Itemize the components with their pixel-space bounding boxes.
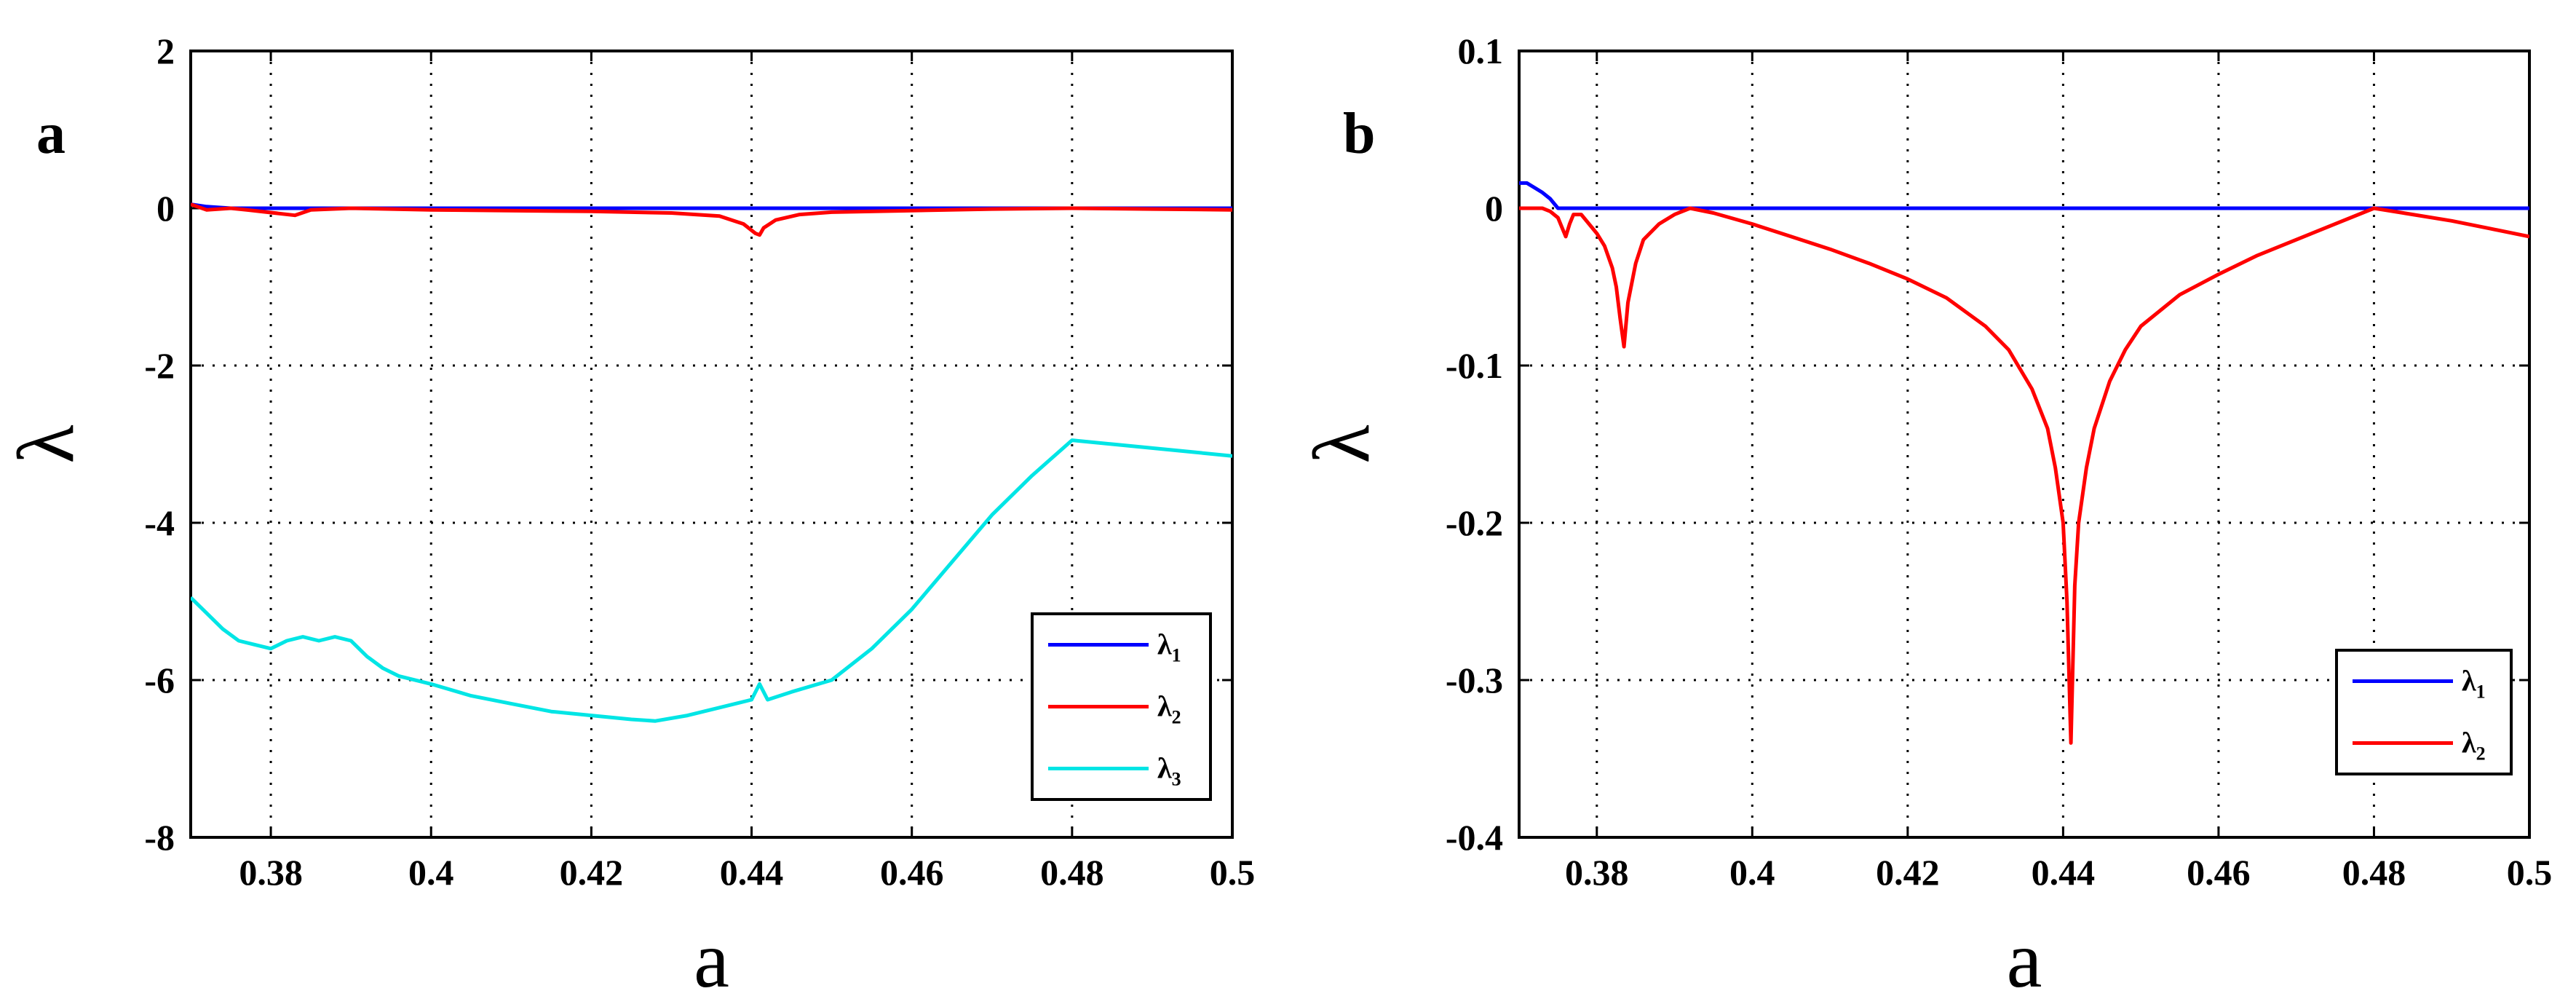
b-x-tick-label: 0.46	[2187, 852, 2251, 893]
a-x-tick-label: 0.5	[1210, 852, 1256, 893]
b-x-tick-label: 0.42	[1876, 852, 1940, 893]
b-x-tick-label: 0.48	[2342, 852, 2406, 893]
a-x-tick-label: 0.4	[408, 852, 454, 893]
a-y-tick-label: 0	[156, 188, 175, 229]
b-y-tick-label: -0.3	[1446, 660, 1503, 700]
b-legend-box	[2335, 649, 2513, 775]
a-x-axis-label: a	[694, 915, 729, 1004]
b-x-tick-label: 0.38	[1565, 852, 1629, 893]
b-y-axis-label: λ	[1297, 424, 1386, 463]
b-y-tick-label: -0.4	[1446, 817, 1503, 858]
a-x-tick-label: 0.44	[720, 852, 784, 893]
panel-a-label: a	[36, 102, 66, 166]
b-legend-label-λ1: λ1	[2462, 665, 2486, 703]
b-y-tick-label: -0.2	[1446, 502, 1503, 543]
b-x-tick-label: 0.4	[1729, 852, 1775, 893]
a-x-tick-label: 0.46	[880, 852, 944, 893]
a-series-λ2-line	[191, 202, 1232, 237]
a-y-tick-label: -8	[144, 817, 175, 858]
b-y-tick-label: 0	[1485, 188, 1503, 229]
a-x-tick-label: 0.38	[239, 852, 303, 893]
b-series-λ1-line	[1519, 181, 2529, 210]
panel-b-chart: b 0.38 0.4 0.42 0.44 0.46 0.48 0.5 -0.4 -0.3 -0.2…	[1297, 31, 2552, 1004]
b-x-axis-label: a	[2007, 915, 2042, 1004]
a-y-tick-label: -4	[144, 502, 175, 543]
a-y-tick-label: -2	[144, 345, 175, 386]
b-x-tick-label: 0.5	[2507, 852, 2553, 893]
a-y-axis-label: λ	[1, 424, 90, 463]
b-series-λ2-line	[1519, 206, 2529, 745]
a-x-tick-label: 0.42	[560, 852, 624, 893]
a-x-tick-label: 0.48	[1040, 852, 1104, 893]
a-series-λ3-line	[191, 438, 1232, 723]
a-y-tick-label: -6	[144, 660, 175, 700]
b-x-tick-label: 0.44	[2032, 852, 2096, 893]
b-y-tick-label: -0.1	[1446, 345, 1503, 386]
b-y-tick-label: 0.1	[1458, 31, 1504, 71]
a-y-tick-label: 2	[156, 31, 175, 71]
panel-b-label: b	[1343, 102, 1376, 166]
panel-a-chart: a 0.38 0.4 0.42 0.44 0.46 0.48 0.5 -8 -6 -4 -2 0 2 a λ…	[1, 31, 1255, 1004]
